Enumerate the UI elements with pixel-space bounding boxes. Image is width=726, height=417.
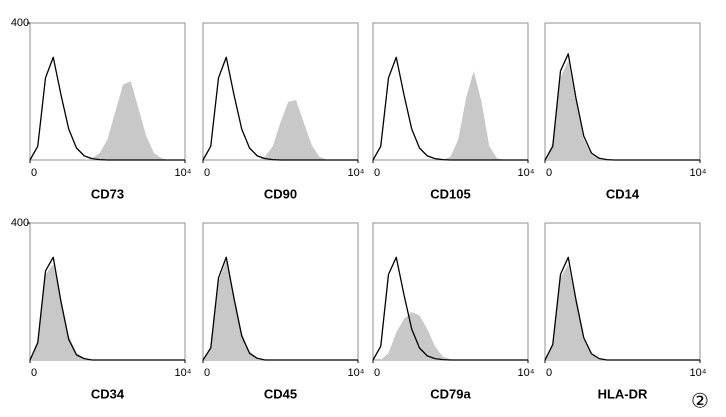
- panel-title: CD90: [264, 186, 297, 201]
- histogram-line: [544, 53, 700, 161]
- x-tick-label: 0: [374, 167, 380, 179]
- histogram-line: [372, 56, 528, 161]
- x-tick-label: 10⁴: [690, 167, 707, 179]
- figure-label: ②: [691, 389, 709, 413]
- x-tick-label: 10⁴: [175, 167, 192, 179]
- x-tick-label: 10⁴: [518, 167, 535, 179]
- histogram-area: [203, 260, 358, 360]
- histogram-area: [373, 70, 528, 160]
- histogram-area: [30, 81, 185, 160]
- histogram-area: [373, 312, 528, 360]
- histogram-line: [202, 56, 358, 161]
- panel-title: HLA-DR: [598, 386, 648, 401]
- x-tick-label: 10⁴: [348, 167, 365, 179]
- x-tick-label: 10⁴: [690, 367, 707, 379]
- x-tick-label: 0: [546, 167, 552, 179]
- histogram-line: [29, 56, 185, 161]
- histogram-area: [545, 60, 700, 160]
- panel-title: CD105: [430, 186, 470, 201]
- x-tick-label: 10⁴: [518, 367, 535, 379]
- panel-title: CD45: [264, 386, 297, 401]
- panel-title: CD14: [606, 186, 640, 201]
- histogram-line: [29, 256, 185, 361]
- histogram-line: [202, 256, 358, 361]
- x-tick-label: 0: [374, 367, 380, 379]
- x-tick-label: 10⁴: [175, 367, 192, 379]
- histogram-area: [203, 100, 358, 160]
- plot-frame: [372, 22, 529, 161]
- x-tick-label: 0: [31, 367, 37, 379]
- panel-title: CD73: [91, 186, 124, 201]
- x-tick-label: 0: [546, 367, 552, 379]
- x-tick-label: 0: [31, 167, 37, 179]
- y-tick-label: 400: [11, 17, 29, 29]
- x-tick-label: 0: [204, 167, 210, 179]
- histogram-area: [30, 264, 185, 360]
- histogram-line: [372, 256, 528, 361]
- histogram-line: [544, 256, 700, 361]
- panel-title: CD34: [91, 386, 125, 401]
- panel-title: CD79a: [430, 386, 471, 401]
- x-tick-label: 10⁴: [348, 367, 365, 379]
- y-tick-label: 400: [11, 217, 29, 229]
- x-tick-label: 0: [204, 367, 210, 379]
- histogram-area: [545, 264, 700, 360]
